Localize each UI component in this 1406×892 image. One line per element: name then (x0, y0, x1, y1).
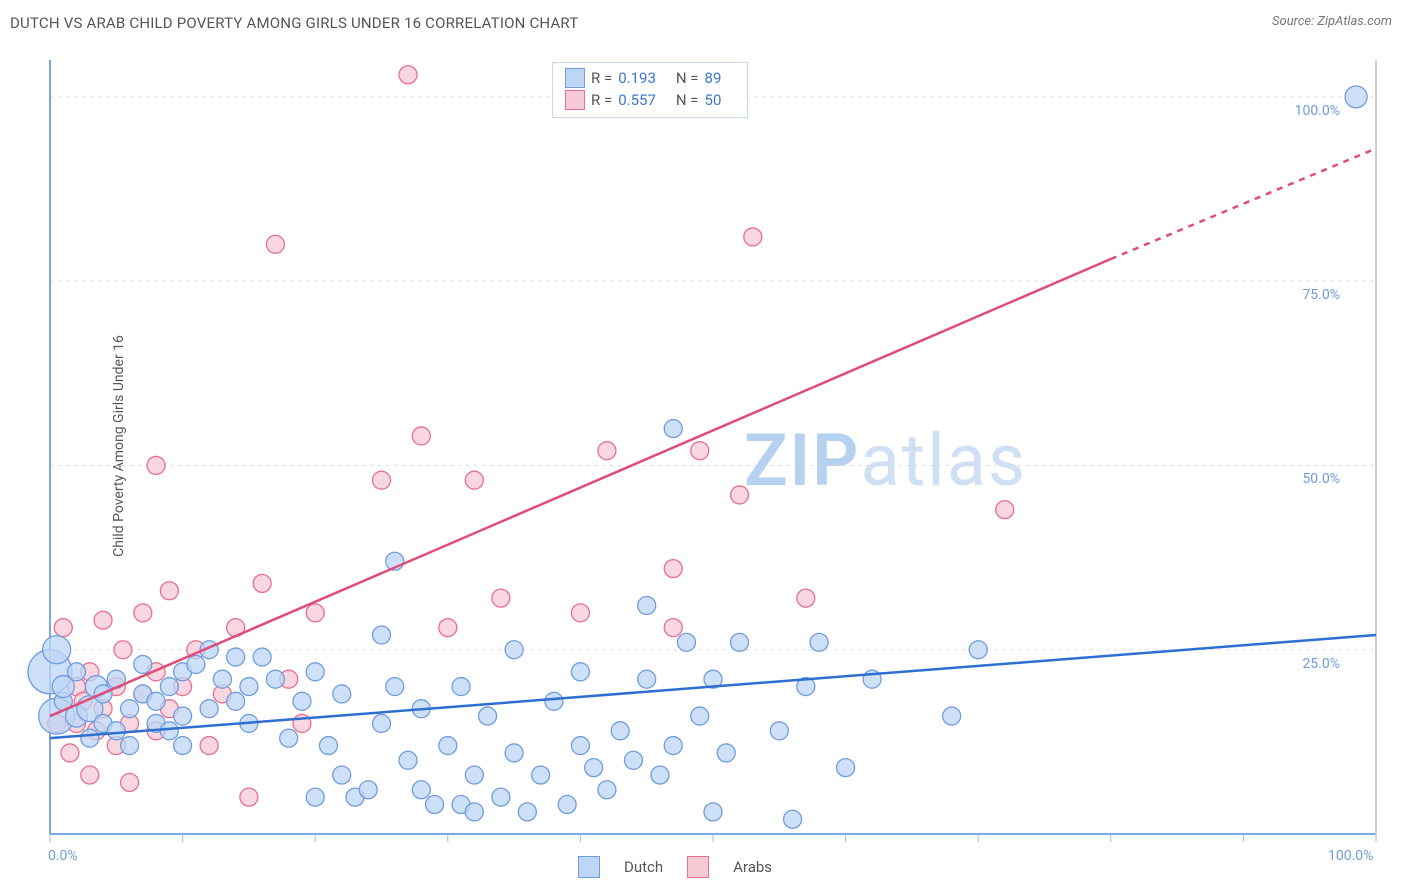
swatch-dutch-icon (565, 68, 585, 88)
bottom-legend: Dutch Arabs (578, 856, 772, 878)
n-label: N = (676, 89, 699, 111)
legend-swatch-dutch-icon (578, 856, 600, 878)
r-label: R = (591, 67, 612, 89)
n-label: N = (676, 67, 699, 89)
r-value-dutch: 0.193 (618, 67, 656, 89)
n-value-dutch: 89 (705, 67, 722, 89)
y-tick-label: 100.0% (1295, 103, 1340, 119)
r-value-arabs: 0.557 (618, 89, 656, 111)
scatter-plot (0, 0, 1406, 892)
y-tick-label: 75.0% (1302, 287, 1340, 303)
x-tick-label: 100.0% (1328, 848, 1373, 864)
y-tick-label: 50.0% (1302, 471, 1340, 487)
r-label: R = (591, 89, 612, 111)
stats-row-dutch: R = 0.193 N = 89 (565, 67, 735, 89)
swatch-arabs-icon (565, 90, 585, 110)
stats-row-arabs: R = 0.557 N = 50 (565, 89, 735, 111)
legend-label-dutch: Dutch (624, 858, 663, 876)
n-value-arabs: 50 (705, 89, 722, 111)
correlation-stats-box: R = 0.193 N = 89 R = 0.557 N = 50 (552, 62, 748, 118)
legend-label-arabs: Arabs (733, 858, 772, 876)
legend-swatch-arabs-icon (687, 856, 709, 878)
x-tick-label: 0.0% (48, 848, 78, 864)
y-tick-label: 25.0% (1302, 656, 1340, 672)
